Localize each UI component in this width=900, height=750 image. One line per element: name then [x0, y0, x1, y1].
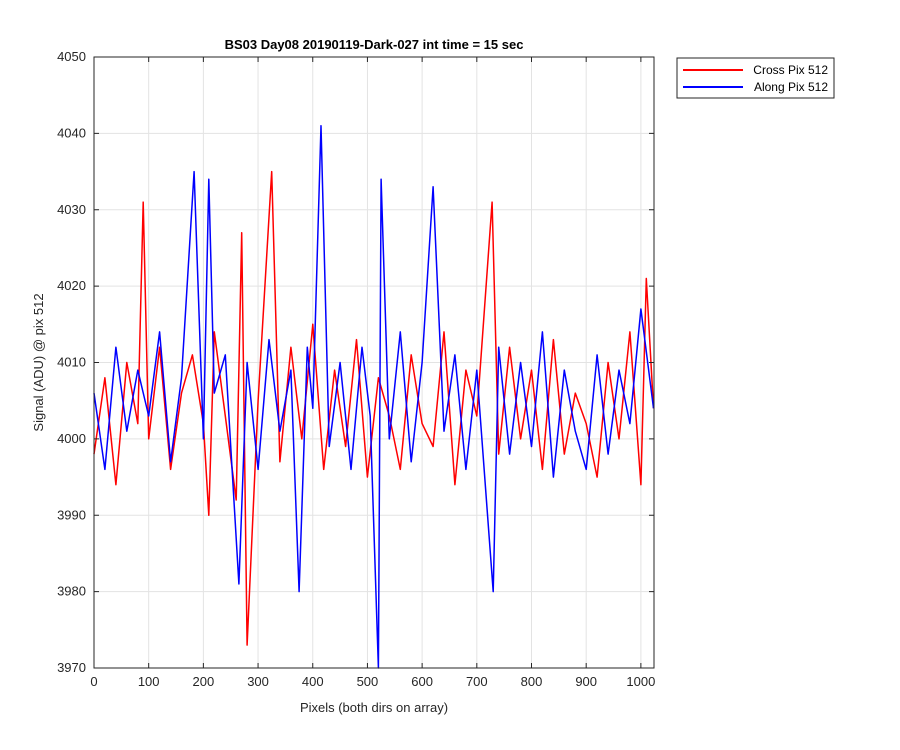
x-tick-label: 600 — [411, 674, 433, 689]
x-tick-label: 700 — [466, 674, 488, 689]
y-tick-label: 4030 — [57, 202, 86, 217]
legend: Cross Pix 512 Along Pix 512 — [676, 57, 835, 99]
x-tick-label: 1000 — [626, 674, 655, 689]
legend-label-along: Along Pix 512 — [754, 80, 828, 94]
y-tick-label: 4040 — [57, 125, 86, 140]
series-line-along — [93, 124, 655, 669]
y-tick-label: 4050 — [57, 49, 86, 64]
x-tick-label: 200 — [193, 674, 215, 689]
y-tick-label: 4000 — [57, 431, 86, 446]
legend-box — [676, 57, 835, 99]
x-tick-label: 400 — [302, 674, 324, 689]
x-tick-label: 300 — [247, 674, 269, 689]
x-tick-label: 100 — [138, 674, 160, 689]
y-tick-label: 4020 — [57, 278, 86, 293]
y-tick-label: 3970 — [57, 660, 86, 675]
x-tick-label: 800 — [521, 674, 543, 689]
x-tick-label: 500 — [357, 674, 379, 689]
series-line-cross — [93, 170, 655, 646]
legend-label-cross: Cross Pix 512 — [753, 63, 828, 77]
y-tick-label: 3980 — [57, 584, 86, 599]
y-axis-label: Signal (ADU) @ pix 512 — [31, 293, 46, 431]
x-tick-label: 900 — [575, 674, 597, 689]
x-tick-label: 0 — [90, 674, 97, 689]
y-tick-label: 4010 — [57, 355, 86, 370]
x-axis-label: Pixels (both dirs on array) — [300, 700, 448, 715]
y-tick-label: 3990 — [57, 507, 86, 522]
series-layer — [93, 124, 655, 669]
ticks: 0 100 200 300 400 500 600 700 800 900 1000 3970 3980… — [57, 49, 655, 689]
chart-title: BS03 Day08 20190119-Dark-027 int time = … — [225, 37, 524, 52]
